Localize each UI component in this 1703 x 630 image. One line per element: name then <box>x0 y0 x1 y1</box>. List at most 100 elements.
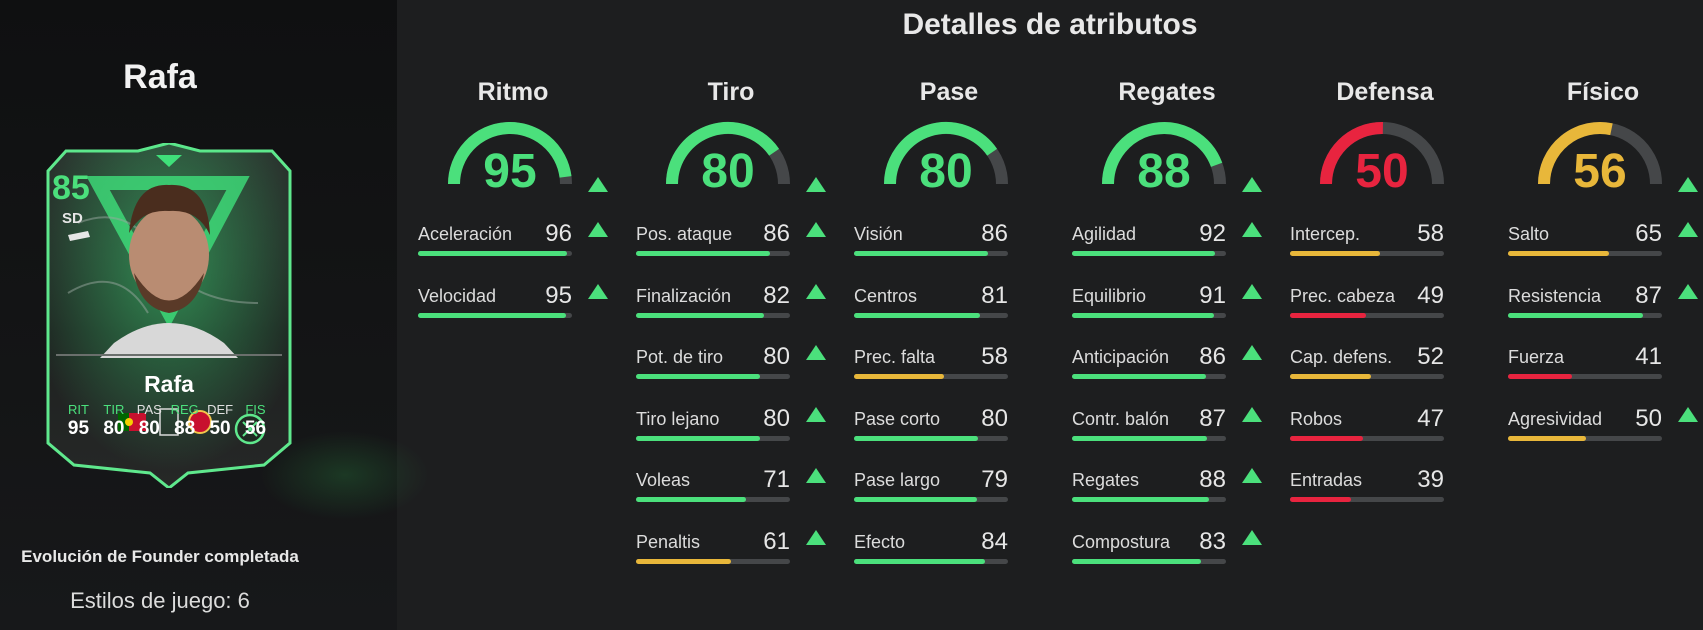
attribute-bar-fill <box>1290 374 1371 379</box>
boost-arrow-icon <box>588 283 608 299</box>
gauge-fill <box>448 122 572 185</box>
attribute-row: Pos. ataque 86 <box>636 220 826 284</box>
category-title: Tiro <box>707 78 755 106</box>
boost-arrow-icon <box>588 177 608 192</box>
attribute-label: Contr. balón <box>1072 408 1170 429</box>
attribute-value: 87 <box>1199 404 1226 432</box>
attribute-row: Centros 81 <box>854 282 1044 346</box>
card-stats: RIT 95 TIR 80 PAS 80 REG 88 DEF 50 FIS 56 <box>62 402 272 440</box>
gauge-fill <box>1102 122 1223 185</box>
attribute-value: 61 <box>763 527 790 555</box>
attribute-label: Equilibrio <box>1072 285 1147 306</box>
card-stat-value: 95 <box>67 418 90 439</box>
boost-arrow-icon <box>806 529 826 545</box>
attribute-bar-track <box>418 312 572 318</box>
attribute-bar-fill <box>1290 251 1381 256</box>
card-rating: 85 <box>52 169 90 207</box>
boost-arrow-icon <box>1242 468 1262 483</box>
category-gauge <box>1320 122 1444 185</box>
attribute-label: Visión <box>854 224 903 244</box>
attribute-row: Intercep. 58 <box>1290 220 1480 284</box>
player-card[interactable]: 85 SD Rafa RIT 95 TIR 80 PAS 80 REG 88 DEF 50 FIS 5… <box>38 143 300 488</box>
attribute-bar-fill <box>1290 435 1364 441</box>
category-rating: 88 <box>1137 145 1191 198</box>
attribute-row: Fuerza 41 <box>1508 343 1698 407</box>
attribute-label: Velocidad <box>418 285 497 306</box>
category-gauge <box>448 122 572 185</box>
attribute-bar-track <box>854 497 1008 502</box>
boost-arrow-icon <box>1678 406 1698 422</box>
category-rating: 80 <box>919 145 973 198</box>
category-pase: Pase 80 Visión 86 Centros 81 Prec. falta 58 Pase… <box>854 78 1044 564</box>
attribute-value: 86 <box>763 220 790 247</box>
attribute-bar-fill <box>1508 374 1572 379</box>
boost-arrow-icon <box>806 283 826 299</box>
attribute-bar-fill <box>636 251 770 256</box>
attribute-row: Tiro lejano 80 <box>636 405 826 469</box>
attribute-bar-track <box>636 312 790 318</box>
attribute-value: 91 <box>1199 281 1226 309</box>
attribute-label: Prec. cabeza <box>1290 285 1396 306</box>
attribute-label: Agresividad <box>1508 408 1603 429</box>
attribute-value: 79 <box>981 466 1008 493</box>
category-title: Pase <box>919 78 979 106</box>
attribute-value: 49 <box>1417 281 1444 309</box>
attribute-value: 80 <box>981 404 1008 432</box>
category-defensa: Defensa 50 Intercep. 58 Prec. cabeza 49 Cap. d… <box>1290 78 1480 502</box>
category-title: Físico <box>1566 78 1640 106</box>
category-gauge <box>1538 122 1662 185</box>
attribute-bar-track <box>1072 251 1226 256</box>
attribute-bar-fill <box>1072 558 1202 564</box>
attribute-bar-track <box>854 374 1008 379</box>
attribute-label: Pase corto <box>854 408 941 429</box>
attribute-bar-track <box>1072 312 1226 318</box>
attribute-bar-track <box>1290 312 1444 318</box>
playstyles-count[interactable]: Estilos de juego: 6 <box>70 588 250 613</box>
attribute-value: 71 <box>763 466 790 493</box>
attribute-row: Anticipación 86 <box>1072 343 1262 407</box>
attribute-bar-track <box>636 497 790 502</box>
attribute-bar-track <box>1290 251 1444 256</box>
attribute-label: Cap. defens. <box>1290 347 1393 367</box>
attribute-bar-fill <box>1290 312 1367 318</box>
attribute-label: Efecto <box>854 531 906 552</box>
attribute-bar-track <box>1290 435 1444 441</box>
card-stat-value: 50 <box>209 418 231 439</box>
attribute-label: Finalización <box>636 285 732 306</box>
attribute-row: Contr. balón 87 <box>1072 405 1262 469</box>
attribute-bar-fill <box>636 435 761 441</box>
attribute-bar-track <box>1072 374 1226 379</box>
boost-arrow-icon <box>806 222 826 237</box>
attribute-row: Aceleración 96 <box>418 220 608 284</box>
attribute-bar-track <box>636 435 790 441</box>
attribute-row: Pase largo 79 <box>854 466 1044 530</box>
boost-arrow-icon <box>1678 222 1698 237</box>
attribute-bar-fill <box>854 558 985 564</box>
attribute-row: Prec. falta 58 <box>854 343 1044 407</box>
attribute-value: 41 <box>1635 343 1662 370</box>
attribute-row: Compostura 83 <box>1072 528 1262 592</box>
attribute-label: Agilidad <box>1072 224 1137 244</box>
attribute-label: Aceleración <box>418 224 513 244</box>
card-frame <box>46 143 292 488</box>
attribute-value: 81 <box>981 281 1008 309</box>
attribute-row: Agilidad 92 <box>1072 220 1262 284</box>
attribute-bar-track <box>1072 497 1226 502</box>
attribute-label: Entradas <box>1290 470 1363 490</box>
attribute-label: Pase largo <box>854 470 941 490</box>
attribute-value: 65 <box>1635 220 1662 247</box>
card-stat-pas: PAS 80 <box>133 402 166 440</box>
card-stat-rit: RIT 95 <box>62 402 95 440</box>
attribute-details-heading: Detalles de atributos <box>902 8 1198 41</box>
boost-arrow-icon <box>806 177 826 192</box>
attribute-bar-fill <box>636 312 764 318</box>
card-stat-value: 80 <box>103 418 125 439</box>
attribute-value: 86 <box>981 220 1008 247</box>
attribute-bar-track <box>854 435 1008 441</box>
category-gauge <box>884 122 1008 185</box>
attribute-row: Pot. de tiro 80 <box>636 343 826 407</box>
attribute-label: Regates <box>1072 470 1140 490</box>
attribute-row: Regates 88 <box>1072 466 1262 530</box>
player-summary-panel: Rafa <box>0 0 430 630</box>
category-title: Defensa <box>1336 78 1434 106</box>
